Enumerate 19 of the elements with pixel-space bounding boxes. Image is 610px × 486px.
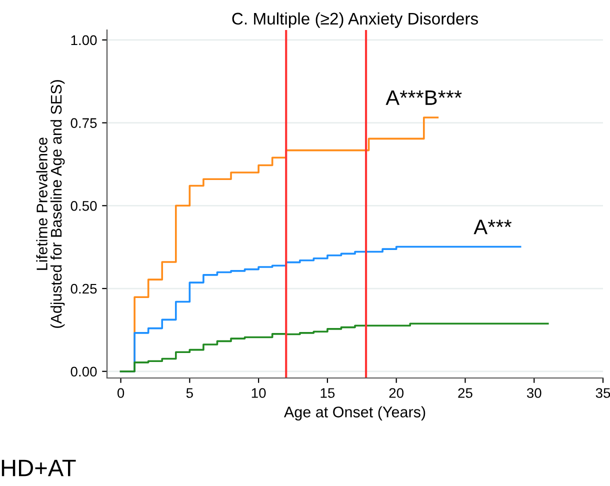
x-tick-label: 10 <box>252 388 266 398</box>
y-tick-label: 1.00 <box>71 35 97 46</box>
y-axis-title: Lifetime Prevalence (Adjusted for Baseline Age and SES) <box>36 80 65 328</box>
chart-title: C. Multiple (≥2) Anxiety Disorders <box>232 12 478 28</box>
x-tick-label: 20 <box>389 388 404 398</box>
x-tick-label: 25 <box>458 388 472 398</box>
text: HD+AT <box>2 460 76 476</box>
y-tick-label: 0.25 <box>70 284 97 294</box>
x-tick-label: 15 <box>320 388 335 398</box>
annotation: A*** <box>474 220 512 234</box>
x-tick-label: 0 <box>117 388 124 398</box>
y-tick-label: 0.00 <box>70 366 97 377</box>
x-axis-title: Age at Onset (Years) <box>284 406 426 420</box>
y-tick-label: 0.50 <box>70 200 97 211</box>
y-tick-label: 0.75 <box>70 118 97 128</box>
x-tick-label: 35 <box>596 388 610 398</box>
annotation: A***B*** <box>386 90 462 105</box>
x-tick-label: 5 <box>186 388 193 398</box>
x-tick-label: 30 <box>526 388 542 398</box>
